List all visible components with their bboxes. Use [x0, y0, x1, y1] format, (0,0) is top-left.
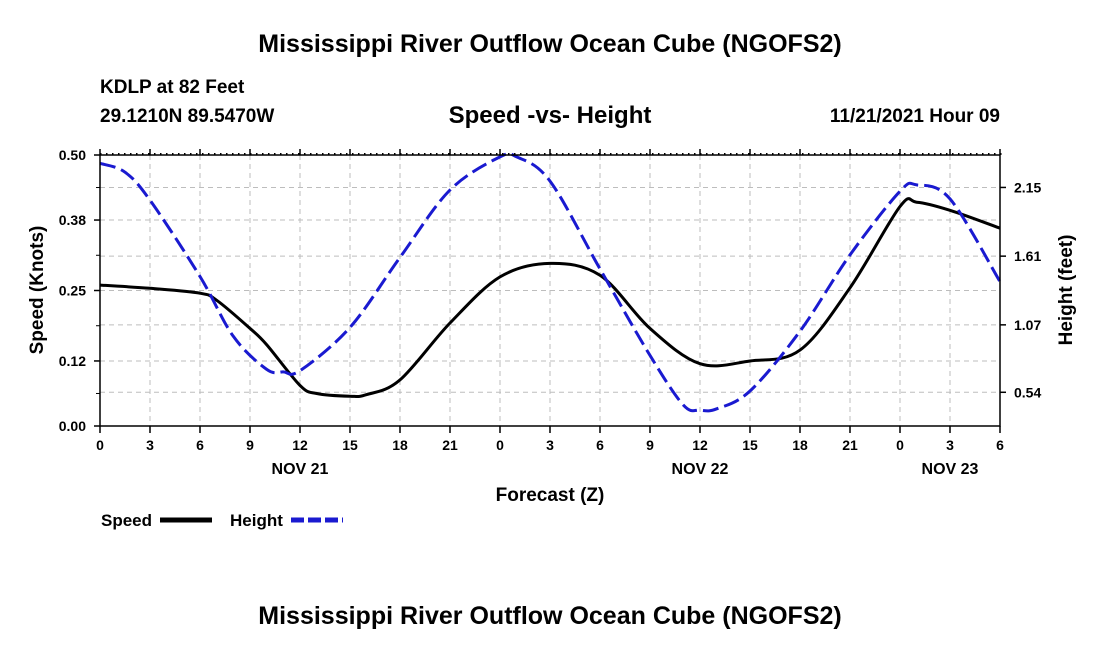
x-tick-label: 12 [292, 437, 308, 453]
x-tick-label: 12 [692, 437, 708, 453]
x-tick-label: 15 [342, 437, 358, 453]
x-tick-label: 0 [496, 437, 504, 453]
x-tick-label: 6 [996, 437, 1004, 453]
y2-tick-label: 1.61 [1014, 248, 1041, 264]
series-speed-line [99, 197, 1001, 398]
y-tick-label: 0.12 [59, 353, 86, 369]
x-date-label: NOV 23 [922, 461, 979, 478]
y-axis-label-right: Height (feet) [1056, 235, 1077, 346]
x-tick-label: 9 [246, 437, 254, 453]
x-tick-label: 18 [792, 437, 808, 453]
axis-layer: 0 3 6 9 12 15 18 21 0 3 6 9 12 15 18 21 0 3 6 NOV 21 NOV 22 N… [59, 147, 1042, 478]
x-tick-label: 0 [896, 437, 904, 453]
station-coordinates: 29.1210N 89.5470W [100, 106, 275, 127]
y2-tick-label: 0.54 [1014, 384, 1041, 400]
legend-speed-label: Speed [101, 511, 152, 530]
x-tick-label: 6 [596, 437, 604, 453]
x-tick-label: 18 [392, 437, 408, 453]
chart-title-bottom: Mississippi River Outflow Ocean Cube (NG… [258, 602, 842, 630]
series-height-line [99, 151, 1002, 413]
series-layer [99, 151, 1002, 413]
y-axis-label-left: Speed (Knots) [27, 226, 48, 355]
x-tick-label: 6 [196, 437, 204, 453]
x-tick-label: 0 [96, 437, 104, 453]
y-tick-label: 0.25 [59, 283, 86, 299]
y-tick-label: 0.00 [59, 418, 86, 434]
x-date-label: NOV 22 [672, 461, 729, 478]
chart-title-top: Mississippi River Outflow Ocean Cube (NG… [258, 30, 842, 58]
x-tick-label: 21 [842, 437, 858, 453]
x-tick-label: 3 [546, 437, 554, 453]
speed-height-chart: 0 3 6 9 12 15 18 21 0 3 6 9 12 15 18 21 0 3 6 NOV 21 NOV 22 N… [27, 147, 1077, 530]
station-name: KDLP at 82 Feet [100, 77, 245, 98]
y2-tick-label: 1.07 [1014, 317, 1041, 333]
forecast-datetime: 11/21/2021 Hour 09 [829, 106, 1000, 127]
y-tick-label: 0.38 [59, 212, 86, 228]
y2-tick-label: 2.15 [1014, 179, 1041, 195]
x-tick-label: 3 [946, 437, 954, 453]
chart-subtitle: Speed -vs- Height [448, 102, 652, 129]
y-tick-label: 0.50 [59, 147, 86, 163]
x-tick-label: 21 [442, 437, 458, 453]
x-date-label: NOV 21 [272, 461, 329, 478]
legend-height-label: Height [230, 511, 283, 530]
x-tick-label: 3 [146, 437, 154, 453]
x-axis-label: Forecast (Z) [496, 485, 605, 506]
x-tick-label: 9 [646, 437, 654, 453]
grid-layer [100, 155, 1000, 426]
x-tick-label: 15 [742, 437, 758, 453]
